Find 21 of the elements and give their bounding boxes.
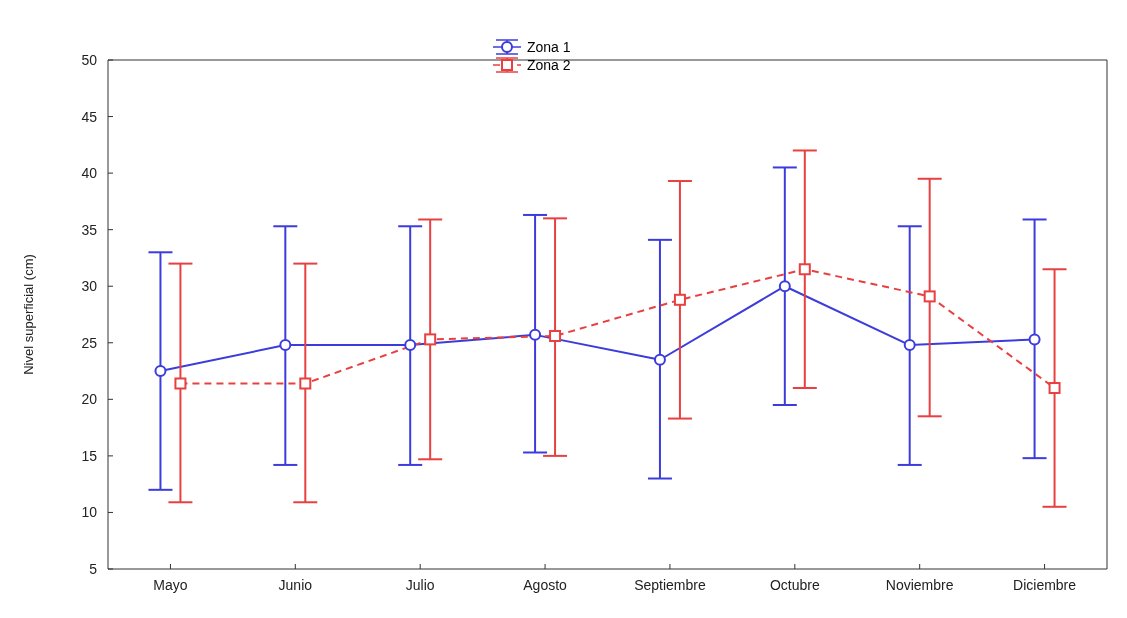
y-tick-label: 40 — [81, 165, 98, 182]
y-tick-label: 30 — [81, 278, 98, 295]
y-tick-label: 20 — [81, 391, 98, 408]
y-tick-label: 45 — [81, 108, 98, 125]
x-tick-label: Julio — [405, 576, 435, 593]
y-axis-title: Nivel superficial (cm) — [20, 254, 36, 375]
x-tick-label: Junio — [278, 576, 313, 593]
x-tick-label: Octubre — [769, 576, 820, 593]
y-tick-label: 15 — [81, 447, 98, 464]
x-tick-label: Agosto — [523, 576, 568, 593]
y-tick-label: 50 — [81, 51, 98, 68]
legend-label: Zona 2 — [527, 56, 571, 74]
y-tick-label: 25 — [81, 334, 98, 351]
x-tick-label: Noviembre — [885, 576, 954, 593]
x-tick-label: Diciembre — [1013, 576, 1077, 593]
y-tick-label: 5 — [89, 560, 98, 577]
legend-label: Zona 1 — [527, 38, 571, 56]
y-tick-label: 35 — [81, 221, 98, 238]
y-tick-label: 10 — [81, 504, 98, 521]
x-tick-label: Mayo — [153, 576, 188, 593]
x-tick-label: Septiembre — [634, 576, 706, 593]
